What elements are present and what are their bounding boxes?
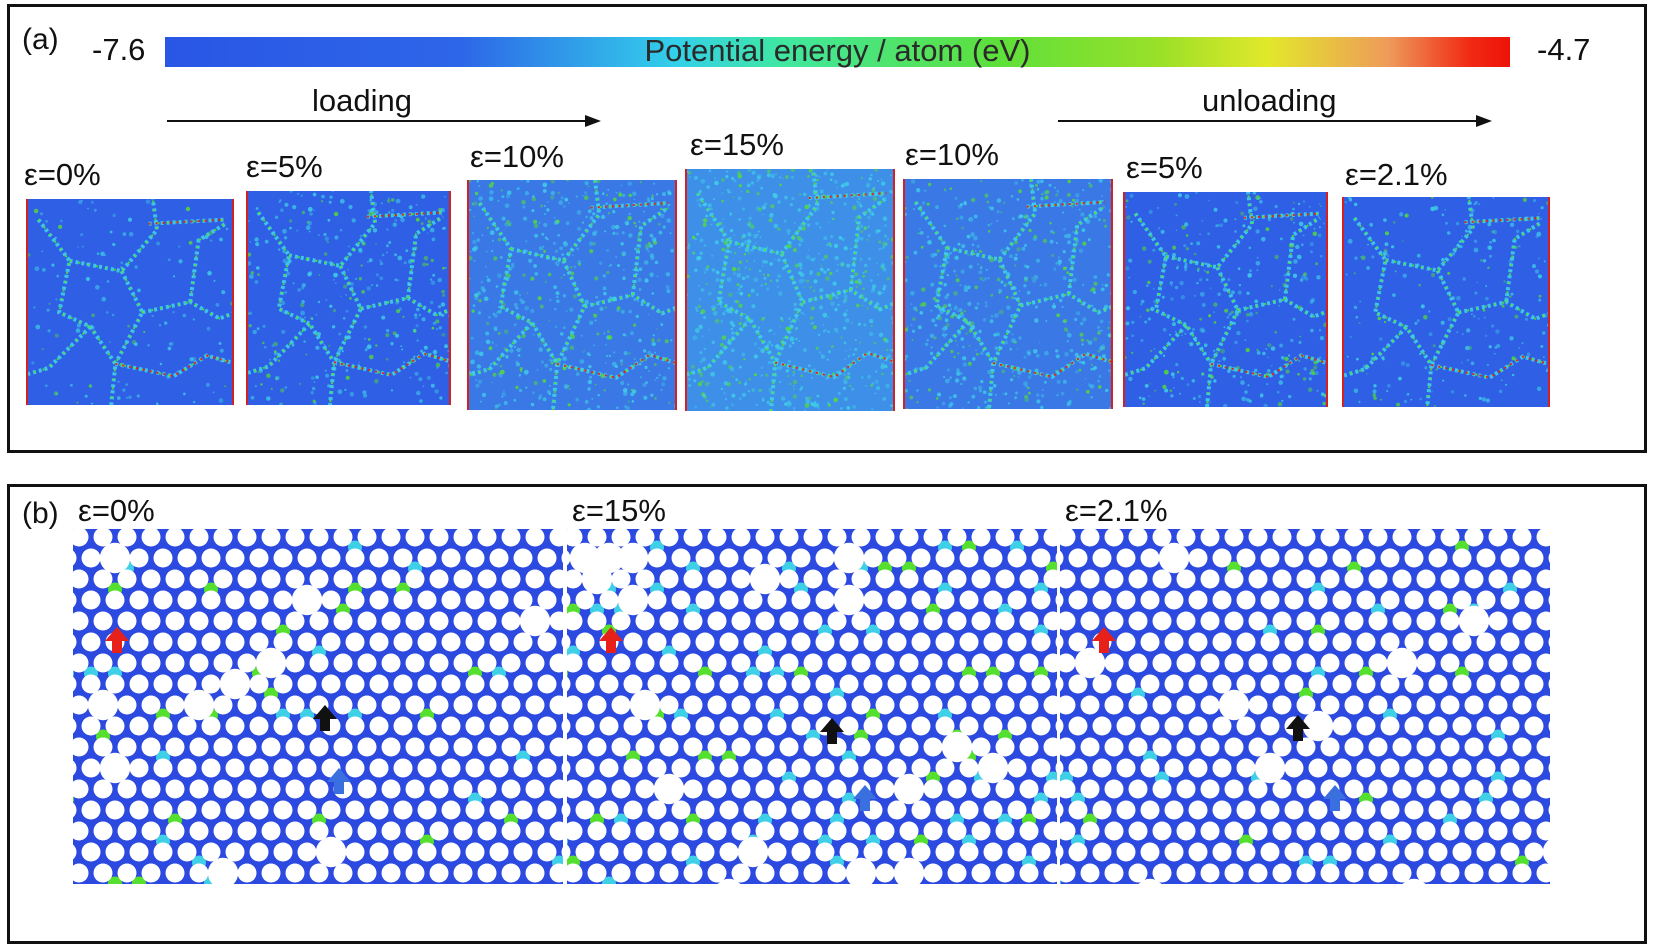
snapshot-label: ε=15% <box>690 127 784 162</box>
strain-snapshot <box>903 179 1113 409</box>
loading-arrow <box>167 115 601 127</box>
black-marker-arrow <box>1286 715 1310 741</box>
unloading-label: unloading <box>1202 83 1337 118</box>
strain-snapshot <box>685 169 895 411</box>
black-marker-arrow <box>820 718 844 744</box>
snapshot-label: ε=5% <box>246 149 323 184</box>
red-marker-arrow <box>1092 627 1116 653</box>
zoom-label: ε=2.1% <box>1065 493 1168 528</box>
snapshot-label: ε=5% <box>1126 150 1203 185</box>
strain-snapshot <box>1123 192 1328 407</box>
black-marker-arrow <box>313 705 337 731</box>
red-marker-arrow <box>105 627 129 653</box>
snapshot-label: ε=0% <box>24 157 101 192</box>
colorbar-max-label: -4.7 <box>1537 32 1591 67</box>
panel-a-label: (a) <box>22 23 59 56</box>
lattice-zoom <box>567 529 1057 884</box>
loading-label: loading <box>312 83 412 118</box>
blue-marker-arrow <box>1323 785 1347 811</box>
snapshot-label: ε=2.1% <box>1345 157 1448 192</box>
strain-snapshot <box>1342 197 1550 407</box>
strain-snapshot <box>246 191 451 405</box>
strain-snapshot <box>467 180 677 410</box>
colorbar <box>165 37 1510 67</box>
strain-snapshot <box>26 199 234 405</box>
panel-b-label: (b) <box>22 497 59 530</box>
lattice-zoom <box>1060 529 1550 884</box>
colorbar-min-label: -7.6 <box>92 32 146 67</box>
blue-marker-arrow <box>853 785 877 811</box>
snapshot-label: ε=10% <box>905 137 999 172</box>
zoom-label: ε=0% <box>78 493 155 528</box>
panel-b: (b) ε=0% ε=15% ε=2.1% <box>7 484 1647 944</box>
zoom-label: ε=15% <box>572 493 666 528</box>
blue-marker-arrow <box>327 768 351 794</box>
panel-a: (a) -7.6 -4.7 Potential energy / atom (e… <box>7 4 1647 453</box>
snapshot-label: ε=10% <box>470 139 564 174</box>
unloading-arrow <box>1058 115 1492 127</box>
lattice-zoom <box>73 529 563 884</box>
red-marker-arrow <box>599 627 623 653</box>
colorbar-title: Potential energy / atom (eV) <box>644 33 1031 68</box>
